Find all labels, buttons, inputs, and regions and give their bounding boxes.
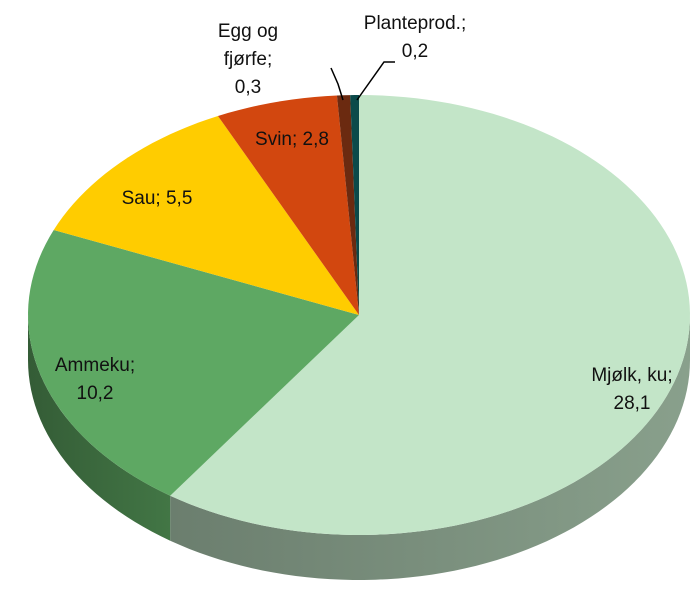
value-label: 0,3: [234, 77, 262, 98]
slice-side: [170, 315, 690, 580]
value-label: 5,5: [165, 188, 193, 209]
slice: [217, 95, 359, 316]
category-label: Sau: [121, 188, 156, 209]
data-label: Sau; 5,5: [97, 185, 217, 213]
value-label: 2,8: [302, 129, 329, 150]
data-label: Mjølk, ku; 28,1: [575, 362, 690, 418]
slice: [170, 95, 690, 535]
value-label: 28,1: [613, 393, 651, 414]
label-separator: ;: [267, 49, 273, 70]
slice-side: [28, 315, 171, 541]
category-label: Planteprod.: [363, 13, 461, 34]
value-label: 10,2: [76, 383, 114, 404]
value-label: 0,2: [401, 41, 429, 62]
slice: [350, 95, 359, 315]
label-separator: ;: [460, 13, 467, 34]
data-label: Planteprod.; 0,2: [355, 10, 475, 66]
label-separator: ;: [155, 188, 161, 209]
data-label: Ammeku; 10,2: [50, 352, 140, 408]
category-label: Mjølk, ku: [591, 365, 668, 386]
leader-line: [356, 61, 395, 101]
slice: [28, 229, 360, 496]
slice: [53, 115, 359, 315]
label-separator: ;: [129, 355, 136, 376]
leader-line: [330, 67, 344, 101]
label-separator: ;: [291, 129, 298, 150]
slice: [336, 95, 359, 315]
category-label: Egg og fjørfe: [217, 21, 279, 70]
category-label: Svin: [255, 129, 292, 150]
data-label: Egg og fjørfe; 0,3: [211, 18, 286, 102]
data-label: Svin; 2,8: [232, 126, 352, 154]
label-separator: ;: [667, 365, 673, 386]
category-label: Ammeku: [54, 355, 130, 376]
